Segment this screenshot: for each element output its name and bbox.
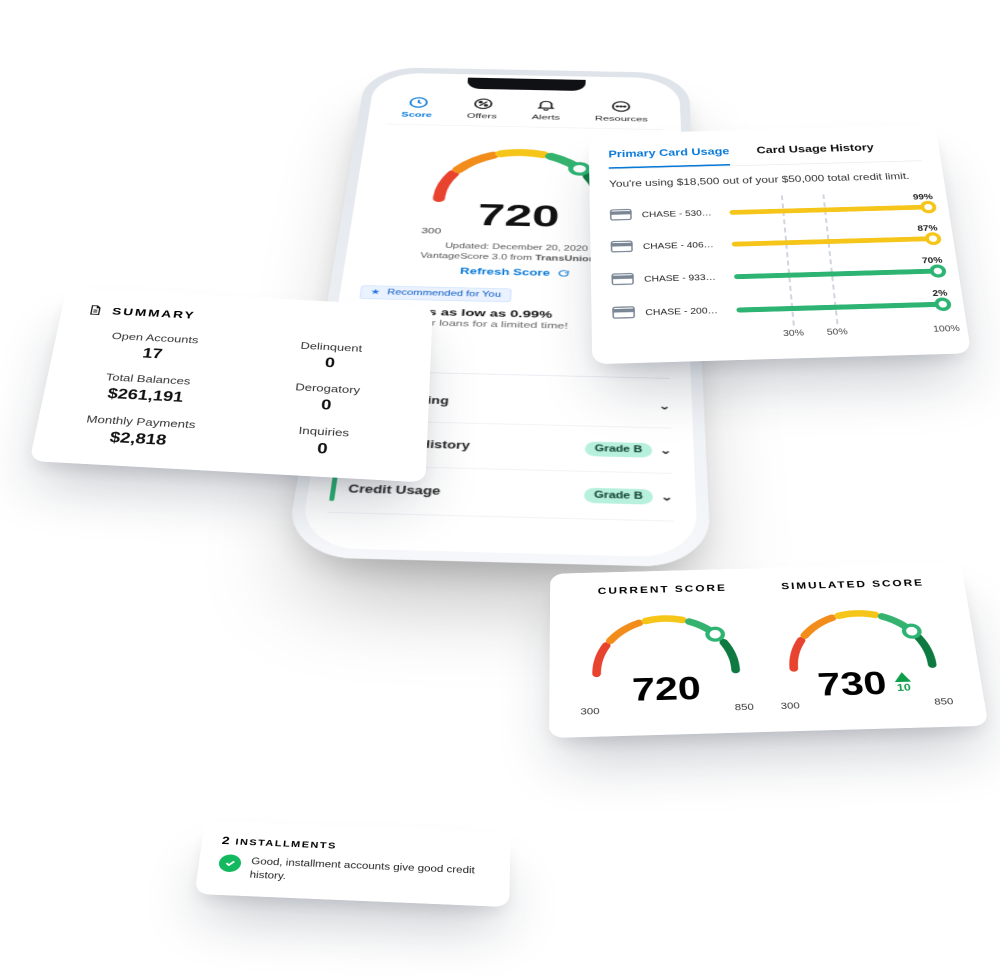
summary-item: Delinquent 0: [255, 338, 405, 375]
star-icon: ★: [370, 288, 381, 296]
chevron-down-icon: ⌄: [660, 490, 673, 503]
usage-rows: CHASE - 530… 99% CHASE - 406… 87% CHASE …: [610, 192, 946, 331]
summary-item: Monthly Payments $2,818: [60, 412, 218, 452]
current-score-title: CURRENT SCORE: [572, 582, 753, 597]
installments-body: Good, installment accounts give good cre…: [217, 854, 490, 893]
installments-title: 2INSTALLMENTS: [221, 834, 490, 858]
nav-alerts[interactable]: Alerts: [531, 98, 560, 122]
summary-title: SUMMARY: [86, 303, 407, 332]
credit-card-icon: [612, 305, 635, 322]
simulated-gauge: [770, 592, 950, 676]
summary-item: Open Accounts 17: [77, 329, 229, 366]
usage-track: 87%: [732, 236, 934, 246]
usage-thumb[interactable]: [934, 297, 952, 311]
dots-icon: [609, 99, 633, 113]
summary-card: SUMMARY Open Accounts 17 Delinquent 0 Tota…: [29, 288, 432, 482]
usage-track: 2%: [736, 302, 943, 313]
installments-card: 2INSTALLMENTS Good, installment accounts…: [195, 821, 511, 907]
refresh-score[interactable]: Refresh Score: [459, 265, 570, 280]
credit-card-icon: [611, 272, 634, 288]
current-score-col: CURRENT SCORE 720 300 850: [572, 582, 763, 717]
usage-tabs: Primary Card Usage Card Usage History: [608, 136, 921, 170]
bell-icon: [534, 98, 559, 112]
row-accent: [329, 476, 338, 501]
check-icon: [218, 854, 242, 872]
tab-usage-history[interactable]: Card Usage History: [756, 137, 876, 165]
gauge-min: 300: [421, 227, 442, 235]
chevron-down-icon: ⌄: [658, 400, 670, 412]
nav-label: Offers: [467, 113, 498, 121]
usage-subtitle: You're using $18,500 out of your $50,000…: [609, 169, 925, 191]
row-label: Credit Usage: [347, 483, 584, 501]
installments-text: Good, installment accounts give good cre…: [249, 855, 490, 892]
axis-label: 100%: [933, 324, 961, 334]
nav-label: Resources: [595, 115, 648, 123]
nav-resources[interactable]: Resources: [595, 99, 648, 123]
credit-card-icon: [610, 239, 633, 255]
score-delta: 10: [894, 672, 913, 693]
percent-icon: [470, 97, 495, 111]
clock-icon: [405, 95, 431, 109]
tab-primary-usage[interactable]: Primary Card Usage: [608, 141, 730, 169]
chevron-down-icon: ⌄: [659, 444, 672, 456]
usage-track: 70%: [734, 269, 938, 280]
axis-label: 50%: [826, 327, 848, 337]
summary-item: Derogatory 0: [250, 379, 403, 417]
grade-badge: Grade B: [584, 487, 653, 504]
up-arrow-icon: [894, 672, 912, 682]
grade-badge: Grade B: [585, 441, 652, 457]
card-name: CHASE - 406…: [643, 240, 722, 251]
top-nav: Score Offers Alerts: [385, 95, 662, 130]
usage-axis: 30%50%100%: [727, 325, 947, 343]
simulated-score-title: SIMULATED SCORE: [762, 577, 943, 592]
current-gauge: [578, 597, 753, 681]
summary-item: Inquiries 0: [244, 422, 400, 462]
card-name: CHASE - 200…: [645, 306, 726, 318]
card-name: CHASE - 933…: [644, 273, 724, 284]
nav-offers[interactable]: Offers: [467, 97, 499, 121]
recommended-badge[interactable]: ★ Recommended for You: [359, 285, 511, 302]
simulated-score-value: 730: [816, 665, 889, 702]
refresh-icon: [557, 269, 571, 278]
summary-item: Total Balances $261,191: [69, 370, 224, 408]
credit-card-icon: [610, 208, 632, 224]
usage-thumb[interactable]: [919, 201, 937, 214]
usage-thumb[interactable]: [929, 264, 947, 278]
card-name: CHASE - 530…: [642, 208, 720, 219]
document-icon: [86, 303, 104, 316]
nav-label: Alerts: [531, 114, 560, 122]
usage-card: Primary Card Usage Card Usage History Yo…: [589, 125, 972, 364]
simulated-score-card: CURRENT SCORE 720 300 850 SIMULATED SCOR…: [549, 563, 988, 738]
nav-score[interactable]: Score: [401, 95, 434, 119]
phone-notch: [467, 78, 586, 91]
axis-label: 30%: [783, 329, 805, 339]
summary-grid: Open Accounts 17 Delinquent 0 Total Balanc…: [60, 329, 405, 462]
usage-thumb[interactable]: [924, 232, 942, 245]
nav-label: Score: [401, 111, 433, 119]
usage-track: 99%: [729, 205, 928, 215]
simulated-score-col: SIMULATED SCORE 730 10 300 850: [762, 577, 962, 712]
